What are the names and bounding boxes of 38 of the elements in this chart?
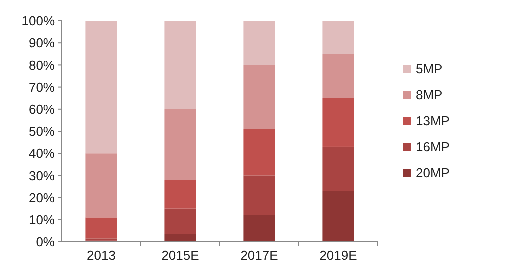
bar [164, 109, 196, 180]
bar [86, 21, 118, 154]
y-tick-label: 0% [36, 234, 56, 250]
bar [164, 21, 196, 110]
legend-label: 16MP [416, 140, 450, 155]
x-tick-label: 2015E [162, 248, 200, 263]
bar [244, 176, 276, 216]
bar [244, 215, 276, 242]
x-tick-label: 2013 [87, 248, 116, 263]
y-tick-label: 20% [28, 190, 56, 206]
bar [86, 218, 118, 239]
bar [164, 234, 196, 242]
y-tick-label: 40% [28, 146, 56, 162]
bar [244, 129, 276, 176]
y-tick-label: 10% [28, 212, 56, 228]
x-tick-label: 2019E [320, 248, 358, 263]
bar [322, 191, 354, 242]
y-tick-label: 30% [28, 168, 56, 184]
bar [244, 65, 276, 130]
y-tick-label: 100% [22, 14, 56, 29]
bar [322, 146, 354, 192]
bar [322, 54, 354, 98]
legend-label: 13MP [416, 114, 450, 129]
bar [164, 208, 196, 234]
y-tick-label: 90% [28, 36, 56, 51]
legend-label: 20MP [416, 166, 450, 181]
bar [86, 154, 118, 218]
y-tick-label: 60% [28, 102, 56, 117]
legend-label: 5MP [416, 62, 443, 77]
y-tick-label: 70% [28, 80, 56, 95]
y-tick-label: 80% [28, 58, 56, 73]
bar [164, 180, 196, 209]
y-tick-label: 50% [28, 124, 56, 140]
bar [322, 21, 354, 54]
bar [244, 21, 276, 66]
x-tick-label: 2017E [240, 248, 279, 263]
bar [322, 98, 354, 147]
legend-label: 8MP [416, 88, 443, 103]
